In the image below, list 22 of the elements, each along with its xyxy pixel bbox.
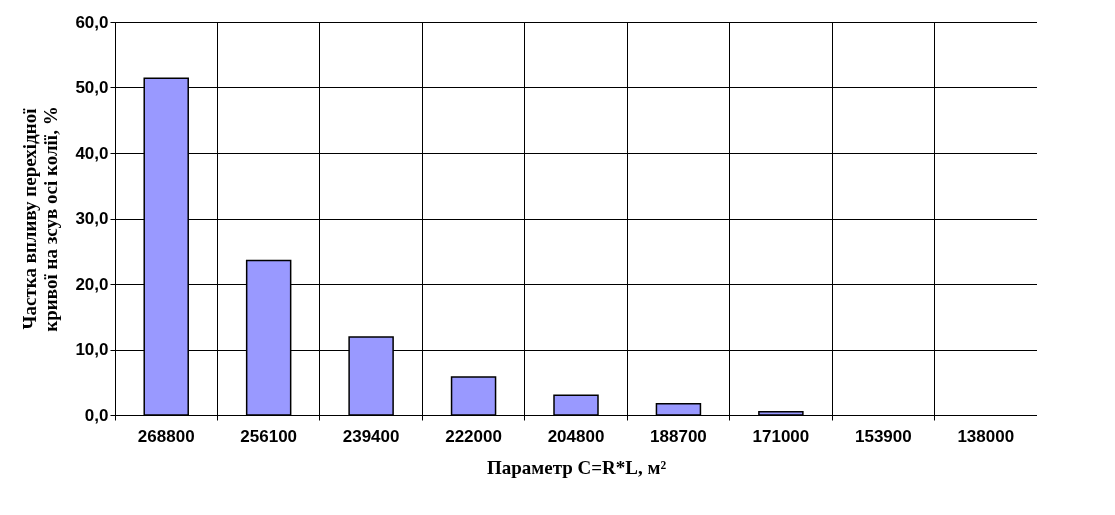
y-tick-label: 50,0 [75,78,109,97]
bar [553,394,599,416]
bar [758,410,804,416]
x-tick-label: 171000 [752,426,810,446]
y-tick-label: 60,0 [75,12,109,32]
x-tick-label: 239400 [342,426,400,446]
y-tick-label: 10,0 [75,340,109,359]
x-tick-label: 222000 [445,426,502,446]
y-tick-label: 0,0 [84,405,109,425]
bar [450,376,497,416]
y-tick-label: 40,0 [75,143,109,163]
x-tick-label: 138000 [957,426,1015,446]
x-tick-label: 268800 [137,426,195,446]
y-axis-title: Частка впливу перехідної кривої на зсув осі колії, % [19,106,62,332]
y-tick-label: 20,0 [75,274,109,294]
bar [655,403,702,416]
y-tick-label: 30,0 [75,209,109,228]
x-tick-label: 256100 [240,426,298,446]
x-axis-title: Параметр C=R*L, м² [486,456,667,478]
x-tick-label: 153900 [854,426,912,446]
x-tick-label: 204800 [547,426,605,446]
x-tick-label: 188700 [650,426,707,446]
